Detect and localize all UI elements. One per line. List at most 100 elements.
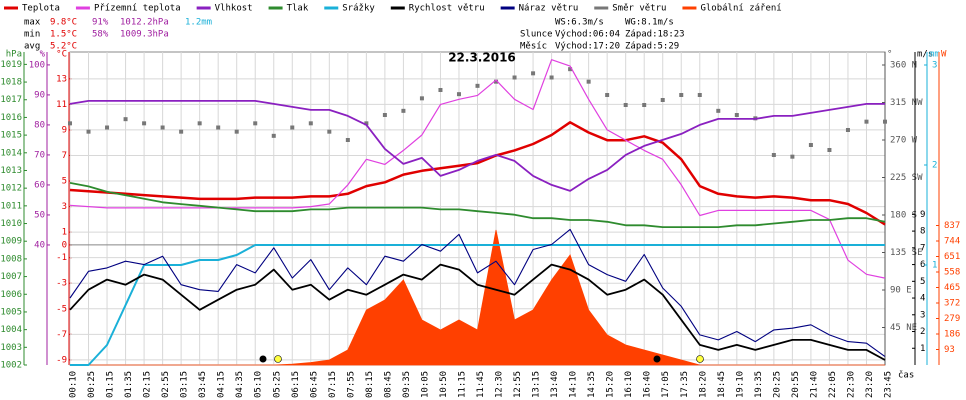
y-tick-label: 1012 <box>0 184 22 194</box>
direction-point <box>419 96 424 101</box>
direction-point <box>475 83 480 88</box>
direction-point <box>308 121 313 126</box>
y-tick-label: 40 <box>34 240 45 250</box>
x-tick-label: 05:10 <box>254 371 264 398</box>
info-text: Východ:06:04 <box>555 30 620 40</box>
direction-point <box>808 143 813 147</box>
stat-text: min <box>24 30 40 40</box>
x-tick-label: 19:10 <box>735 371 745 398</box>
info-text: Slunce <box>520 30 553 40</box>
y-tick-label: 186 <box>944 330 960 340</box>
y-tick-label: 0 <box>62 240 67 250</box>
x-tick-label: 18:45 <box>717 371 727 398</box>
y-tick-label: 1019 <box>0 60 22 70</box>
info-text: Západ:5:29 <box>625 42 679 52</box>
y-tick-label: 135 SE <box>890 248 923 258</box>
direction-point <box>679 93 684 97</box>
direction-point <box>697 93 702 97</box>
series-area <box>70 229 885 366</box>
stat-text: 9.8°C <box>50 18 77 28</box>
legend-label: Globální záření <box>700 4 781 14</box>
direction-point <box>605 93 610 97</box>
x-tick-label: 07:55 <box>346 371 356 398</box>
x-tick-label: 17:35 <box>680 371 690 398</box>
series-line <box>69 182 886 228</box>
y-tick-label: 1005 <box>0 307 22 317</box>
stat-text: 58% <box>92 30 109 40</box>
x-tick-label: 21:40 <box>809 371 819 398</box>
stat-text: avg <box>24 42 40 52</box>
direction-point <box>382 113 387 117</box>
direction-point <box>401 108 406 113</box>
x-tick-label: 19:35 <box>754 371 764 398</box>
y-tick-label: 2 <box>920 327 925 337</box>
x-tick-label: 01:15 <box>106 371 116 398</box>
direction-point <box>364 121 369 126</box>
direction-point <box>623 103 628 107</box>
direction-point <box>142 121 147 126</box>
y-tick-label: 45 NE <box>890 323 917 333</box>
series-line <box>70 244 885 366</box>
x-tick-label: 10:50 <box>439 371 449 398</box>
direction-point <box>771 153 776 157</box>
info-text: Východ:17:20 <box>555 42 620 52</box>
stat-text: max <box>24 18 41 28</box>
x-tick-label: 04:15 <box>217 371 227 398</box>
x-tick-label: 09:35 <box>402 371 412 398</box>
direction-point <box>494 79 499 84</box>
axis-title: mm <box>929 50 940 60</box>
y-tick-label: 465 <box>944 283 960 293</box>
x-tick-label: 03:15 <box>180 371 190 398</box>
direction-point <box>160 125 165 130</box>
y-tick-label: 651 <box>944 252 960 262</box>
x-tick-label: 16:10 <box>624 371 634 398</box>
axis-title: m/s <box>917 50 933 60</box>
x-tick-label: 13:15 <box>532 371 542 398</box>
direction-point <box>568 67 573 72</box>
axis-title: hPa <box>6 50 22 60</box>
sun-marker <box>274 355 282 363</box>
y-tick-label: 1006 <box>0 290 22 300</box>
stat-text: 1.2mm <box>185 18 212 28</box>
x-tick-label: 14:35 <box>587 371 597 398</box>
direction-point <box>271 133 276 138</box>
direction-point <box>123 117 128 122</box>
info-text: Západ:18:23 <box>625 30 685 40</box>
x-tick-label: 01:35 <box>124 371 134 398</box>
y-tick-label: 4 <box>920 294 925 304</box>
y-tick-label: 5 <box>62 177 67 187</box>
x-tick-label: 23:20 <box>865 371 875 398</box>
x-tick-label: 06:15 <box>291 371 301 398</box>
y-tick-label: 1017 <box>0 95 22 105</box>
y-tick-label: 1 <box>920 344 925 354</box>
y-tick-label: 11 <box>56 100 67 110</box>
legend-label: Směr větru <box>612 4 666 14</box>
y-tick-label: 360 N <box>890 61 917 71</box>
stat-text: 5.2°C <box>50 42 77 52</box>
x-tick-label: 06:45 <box>309 371 319 398</box>
direction-point <box>845 128 850 132</box>
x-tick-label: 07:15 <box>328 371 338 398</box>
y-tick-label: 60 <box>34 180 45 190</box>
y-tick-label: 270 W <box>890 136 918 146</box>
y-tick-label: 80 <box>34 120 45 130</box>
stat-text: 1012.2hPa <box>120 18 169 28</box>
y-tick-label: 8 <box>920 227 925 237</box>
legend-label: Rychlost větru <box>409 4 485 14</box>
y-tick-label: -3 <box>56 279 67 289</box>
x-tick-label: 15:20 <box>606 371 616 398</box>
x-tick-label: 05:25 <box>272 371 282 398</box>
y-tick-label: 1014 <box>0 148 22 158</box>
x-tick-label: 12:55 <box>513 371 523 398</box>
legend-label: Teplota <box>22 4 60 14</box>
direction-point <box>86 129 91 134</box>
direction-point <box>549 75 554 80</box>
x-tick-label: 00:25 <box>87 371 97 398</box>
direction-point <box>642 103 647 107</box>
y-tick-label: -1 <box>56 253 67 263</box>
legend-label: Srážky <box>342 4 375 14</box>
y-tick-label: 2 <box>932 161 937 171</box>
y-tick-label: 50 <box>34 210 45 220</box>
axis-title: % <box>40 50 46 60</box>
y-tick-label: -5 <box>56 304 67 314</box>
